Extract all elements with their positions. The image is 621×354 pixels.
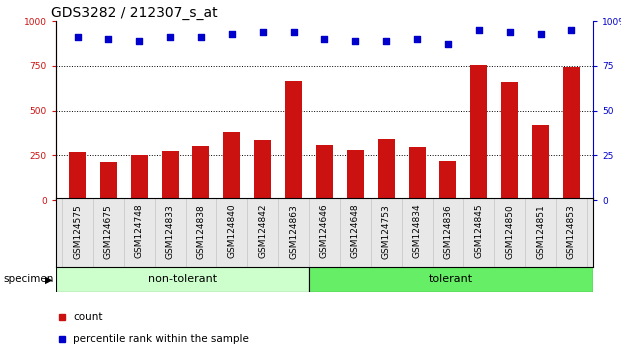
Text: GSM124838: GSM124838: [196, 204, 206, 258]
Text: GSM124842: GSM124842: [258, 204, 267, 258]
Point: [196, 34, 206, 40]
Bar: [285, 81, 302, 200]
Bar: [347, 150, 364, 200]
Bar: [131, 155, 148, 200]
Text: GSM124748: GSM124748: [135, 204, 143, 258]
Text: GSM124863: GSM124863: [289, 204, 298, 258]
Point: [73, 34, 83, 40]
Text: tolerant: tolerant: [429, 274, 473, 284]
Text: count: count: [73, 312, 102, 322]
Point: [412, 36, 422, 42]
Bar: [470, 65, 487, 200]
Bar: [409, 147, 425, 200]
Point: [227, 31, 237, 36]
Text: GSM124648: GSM124648: [351, 204, 360, 258]
Text: ▶: ▶: [45, 274, 52, 284]
Point: [350, 38, 360, 44]
Point: [258, 29, 268, 35]
Bar: [563, 67, 580, 200]
Bar: [440, 161, 456, 200]
Text: GSM124834: GSM124834: [412, 204, 422, 258]
Text: GSM124845: GSM124845: [474, 204, 483, 258]
Point: [566, 27, 576, 33]
Point: [505, 29, 515, 35]
Point: [443, 42, 453, 47]
Text: non-tolerant: non-tolerant: [148, 274, 217, 284]
Point: [134, 38, 144, 44]
Bar: [161, 151, 179, 200]
Bar: [532, 125, 549, 200]
Point: [320, 36, 330, 42]
Text: GSM124575: GSM124575: [73, 204, 82, 258]
Point: [104, 36, 114, 42]
Text: GDS3282 / 212307_s_at: GDS3282 / 212307_s_at: [50, 6, 217, 20]
Point: [535, 31, 545, 36]
Text: GSM124675: GSM124675: [104, 204, 113, 258]
Text: GSM124836: GSM124836: [443, 204, 453, 258]
Bar: [254, 140, 271, 200]
Bar: [309, 267, 593, 292]
Text: GSM124853: GSM124853: [567, 204, 576, 258]
Bar: [224, 132, 240, 200]
Bar: [316, 145, 333, 200]
Bar: [501, 82, 518, 200]
Point: [474, 27, 484, 33]
Text: GSM124840: GSM124840: [227, 204, 237, 258]
Text: GSM124753: GSM124753: [382, 204, 391, 258]
Bar: [193, 147, 209, 200]
Text: GSM124851: GSM124851: [536, 204, 545, 258]
Point: [289, 29, 299, 35]
Bar: [100, 161, 117, 200]
Text: specimen: specimen: [3, 274, 53, 284]
Point: [381, 38, 391, 44]
Bar: [56, 267, 309, 292]
Bar: [378, 139, 395, 200]
Text: GSM124850: GSM124850: [505, 204, 514, 258]
Text: percentile rank within the sample: percentile rank within the sample: [73, 334, 249, 344]
Text: GSM124646: GSM124646: [320, 204, 329, 258]
Point: [165, 34, 175, 40]
Bar: [69, 152, 86, 200]
Text: GSM124833: GSM124833: [166, 204, 175, 258]
